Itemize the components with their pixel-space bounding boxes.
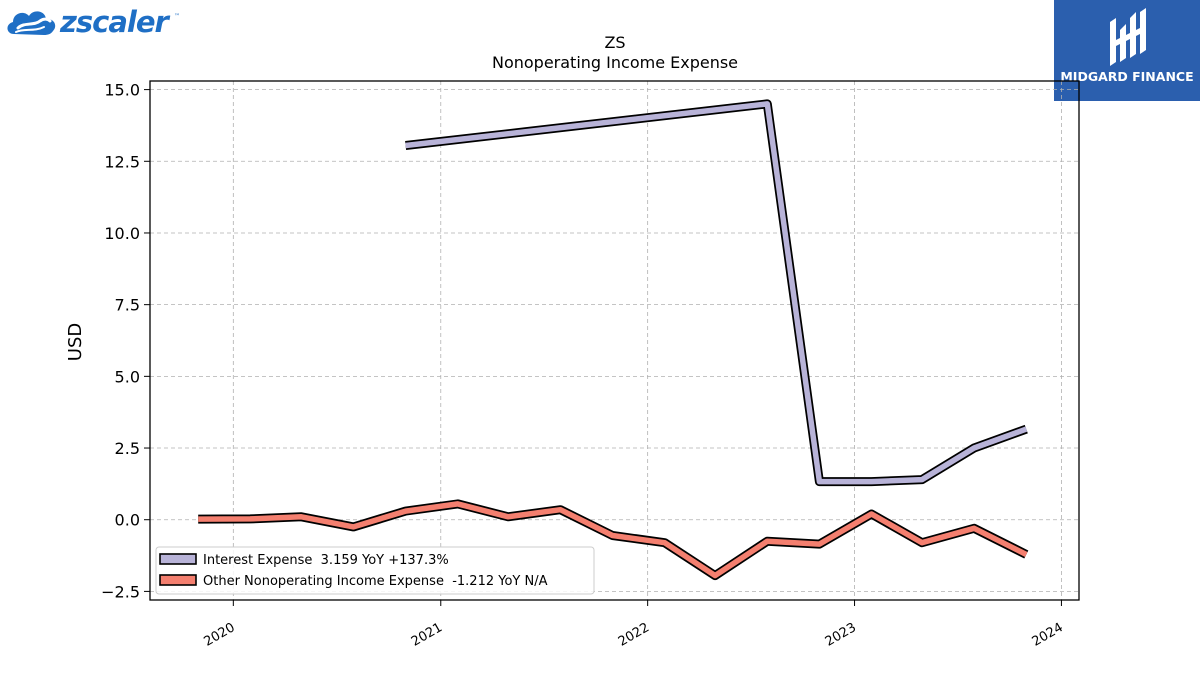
midgard-finance-logo: MIDGARD FINANCE [1054, 0, 1200, 101]
y-tick-label: 7.5 [115, 296, 140, 315]
zscaler-logo-text: zscaler [60, 5, 169, 39]
y-tick-label: 15.0 [104, 81, 140, 100]
y-tick-label: 5.0 [115, 367, 140, 386]
chart-subtitle: Nonoperating Income Expense [492, 53, 738, 72]
legend-label-1: Interest Expense 3.159 YoY +137.3% [203, 553, 449, 568]
y-axis-label: USD [65, 323, 86, 361]
midgard-emblem-icon [1110, 8, 1146, 66]
series-line-1 [405, 101, 1028, 485]
series-outline-1 [405, 99, 1028, 487]
series-layer [198, 99, 1029, 581]
y-tick-label: 2.5 [115, 439, 140, 458]
midgard-finance-logo-text: MIDGARD FINANCE [1060, 69, 1194, 84]
zscaler-logo: zscaler ™ [4, 4, 180, 44]
legend-box [155, 546, 595, 595]
x-tick-label: 2022 [616, 620, 652, 650]
x-tick-label: 2024 [1030, 620, 1066, 650]
plot-frame [149, 80, 1080, 601]
legend-swatch-2 [159, 574, 197, 586]
series-line-2 [198, 501, 1028, 579]
y-tick-label: 12.5 [104, 152, 140, 171]
x-tick-label: 2023 [823, 620, 859, 650]
y-tick-label: 0.0 [115, 511, 140, 530]
x-tick-label: 2020 [201, 620, 237, 650]
legend-label-2: Other Nonoperating Income Expense -1.212… [203, 574, 548, 589]
y-tick-label: 10.0 [104, 224, 140, 243]
legend: Interest Expense 3.159 YoY +137.3% Other … [155, 546, 595, 595]
legend-swatch-1 [159, 553, 197, 565]
x-tick-label: 2021 [409, 620, 445, 650]
y-tick-label: −2.5 [101, 582, 140, 601]
zscaler-cloud-icon [7, 11, 56, 35]
chart-title: ZS [604, 33, 625, 52]
zscaler-logo-tm: ™ [174, 13, 180, 20]
grid [150, 81, 1079, 600]
